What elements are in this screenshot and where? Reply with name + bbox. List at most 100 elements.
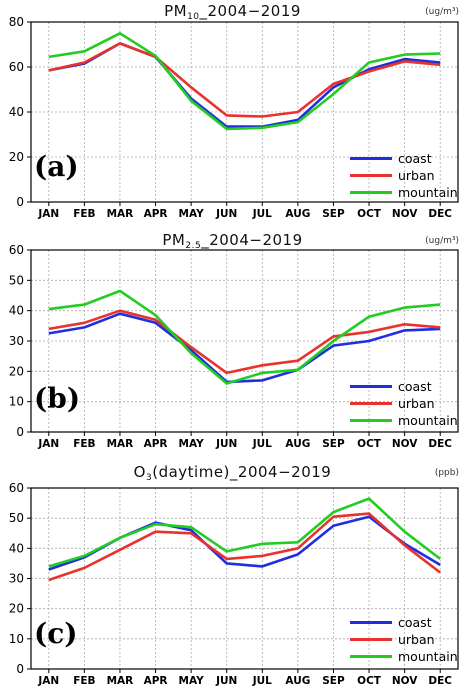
- x-tick-label: SEP: [322, 208, 345, 220]
- y-tick-label: 40: [9, 105, 24, 119]
- chart-title: O3(daytime)_2004−2019: [0, 463, 465, 483]
- series-line-coast: [48, 515, 441, 571]
- y-tick-label: 50: [9, 273, 24, 287]
- unit-label: (ug/m³): [425, 236, 459, 246]
- legend-swatch: [350, 419, 392, 422]
- x-tick-label: APR: [144, 208, 168, 220]
- x-tick-label: OCT: [357, 208, 382, 220]
- legend-swatch: [350, 402, 392, 405]
- series-line-urban: [48, 42, 441, 118]
- legend-swatch: [350, 385, 392, 388]
- x-tick-label: JAN: [37, 675, 59, 687]
- unit-label: (ug/m³): [425, 7, 459, 17]
- panel-label: (c): [34, 617, 78, 650]
- legend-label: mountain: [398, 649, 458, 664]
- x-tick-label: MAY: [179, 208, 205, 220]
- title-rest: _2004−2019: [201, 231, 303, 249]
- y-tick-label: 0: [16, 662, 24, 676]
- series-line-coast: [48, 312, 441, 384]
- y-tick-label: 20: [9, 150, 24, 164]
- x-tick-label: APR: [144, 438, 168, 450]
- x-tick-label: FEB: [73, 675, 95, 687]
- legend-swatch: [350, 638, 392, 641]
- legend-label: mountain: [398, 185, 458, 200]
- title-subscript: 3: [145, 473, 153, 483]
- title-subscript: 2.5: [185, 241, 202, 251]
- y-tick-label: 50: [9, 511, 24, 525]
- legend-label: coast: [398, 151, 432, 166]
- x-tick-label: MAR: [107, 675, 134, 687]
- series-line-mountain: [48, 31, 441, 131]
- legend-item-urban: urban: [350, 395, 458, 412]
- y-tick-label: 60: [9, 481, 24, 495]
- unit-label: (ppb): [434, 468, 459, 478]
- legend-label: urban: [398, 168, 435, 183]
- legend-swatch: [350, 174, 392, 177]
- x-tick-label: OCT: [357, 438, 382, 450]
- legend-item-coast: coast: [350, 378, 458, 395]
- legend-label: mountain: [398, 413, 458, 428]
- title-rest: (daytime)_2004−2019: [152, 463, 332, 481]
- series-line-urban: [48, 512, 441, 582]
- y-tick-label: 10: [9, 395, 24, 409]
- x-tick-label: JUN: [215, 208, 237, 220]
- x-tick-label: DEC: [428, 675, 452, 687]
- x-tick-label: MAR: [107, 438, 134, 450]
- y-tick-label: 10: [9, 632, 24, 646]
- x-tick-label: SEP: [322, 438, 345, 450]
- y-tick-label: 30: [9, 334, 24, 348]
- chart-title: PM10_2004−2019: [0, 2, 465, 22]
- legend-label: urban: [398, 632, 435, 647]
- x-tick-label: OCT: [357, 675, 382, 687]
- title-main: PM: [164, 2, 188, 20]
- x-tick-label: NOV: [392, 675, 418, 687]
- legend-item-urban: urban: [350, 167, 458, 184]
- legend-item-coast: coast: [350, 150, 458, 167]
- x-tick-label: NOV: [392, 208, 418, 220]
- x-tick-label: MAY: [179, 438, 205, 450]
- legend-swatch: [350, 655, 392, 658]
- legend-swatch: [350, 621, 392, 624]
- panel-label: (b): [34, 382, 81, 415]
- x-tick-label: JUL: [252, 438, 272, 450]
- legend-swatch: [350, 191, 392, 194]
- x-tick-label: AUG: [285, 675, 310, 687]
- legend-label: urban: [398, 396, 435, 411]
- y-tick-label: 20: [9, 364, 24, 378]
- legend: coast urban mountain: [350, 614, 458, 665]
- legend-label: coast: [398, 615, 432, 630]
- chart-title: PM2.5_2004−2019: [0, 231, 465, 251]
- title-main: PM: [162, 231, 186, 249]
- y-tick-label: 60: [9, 60, 24, 74]
- x-tick-label: SEP: [322, 675, 345, 687]
- legend-item-mountain: mountain: [350, 412, 458, 429]
- legend-item-coast: coast: [350, 614, 458, 631]
- x-tick-label: JUN: [215, 675, 237, 687]
- x-tick-label: DEC: [428, 438, 452, 450]
- x-tick-label: APR: [144, 675, 168, 687]
- x-tick-label: JAN: [37, 438, 59, 450]
- y-tick-label: 20: [9, 602, 24, 616]
- x-tick-label: AUG: [285, 208, 310, 220]
- legend-item-mountain: mountain: [350, 184, 458, 201]
- series-line-mountain: [48, 289, 441, 385]
- y-tick-label: 0: [16, 195, 24, 209]
- x-tick-label: AUG: [285, 438, 310, 450]
- x-tick-label: JUN: [215, 438, 237, 450]
- series-line-coast: [48, 42, 441, 128]
- y-tick-label: 0: [16, 425, 24, 439]
- series-line-mountain: [48, 497, 441, 568]
- panel-label: (a): [34, 150, 79, 183]
- title-subscript: 10: [187, 12, 200, 22]
- legend-swatch: [350, 157, 392, 160]
- x-tick-label: MAR: [107, 208, 134, 220]
- legend: coast urban mountain: [350, 378, 458, 429]
- y-tick-label: 40: [9, 541, 24, 555]
- x-tick-label: FEB: [73, 438, 95, 450]
- x-tick-label: JUL: [252, 675, 272, 687]
- title-rest: _2004−2019: [199, 2, 301, 20]
